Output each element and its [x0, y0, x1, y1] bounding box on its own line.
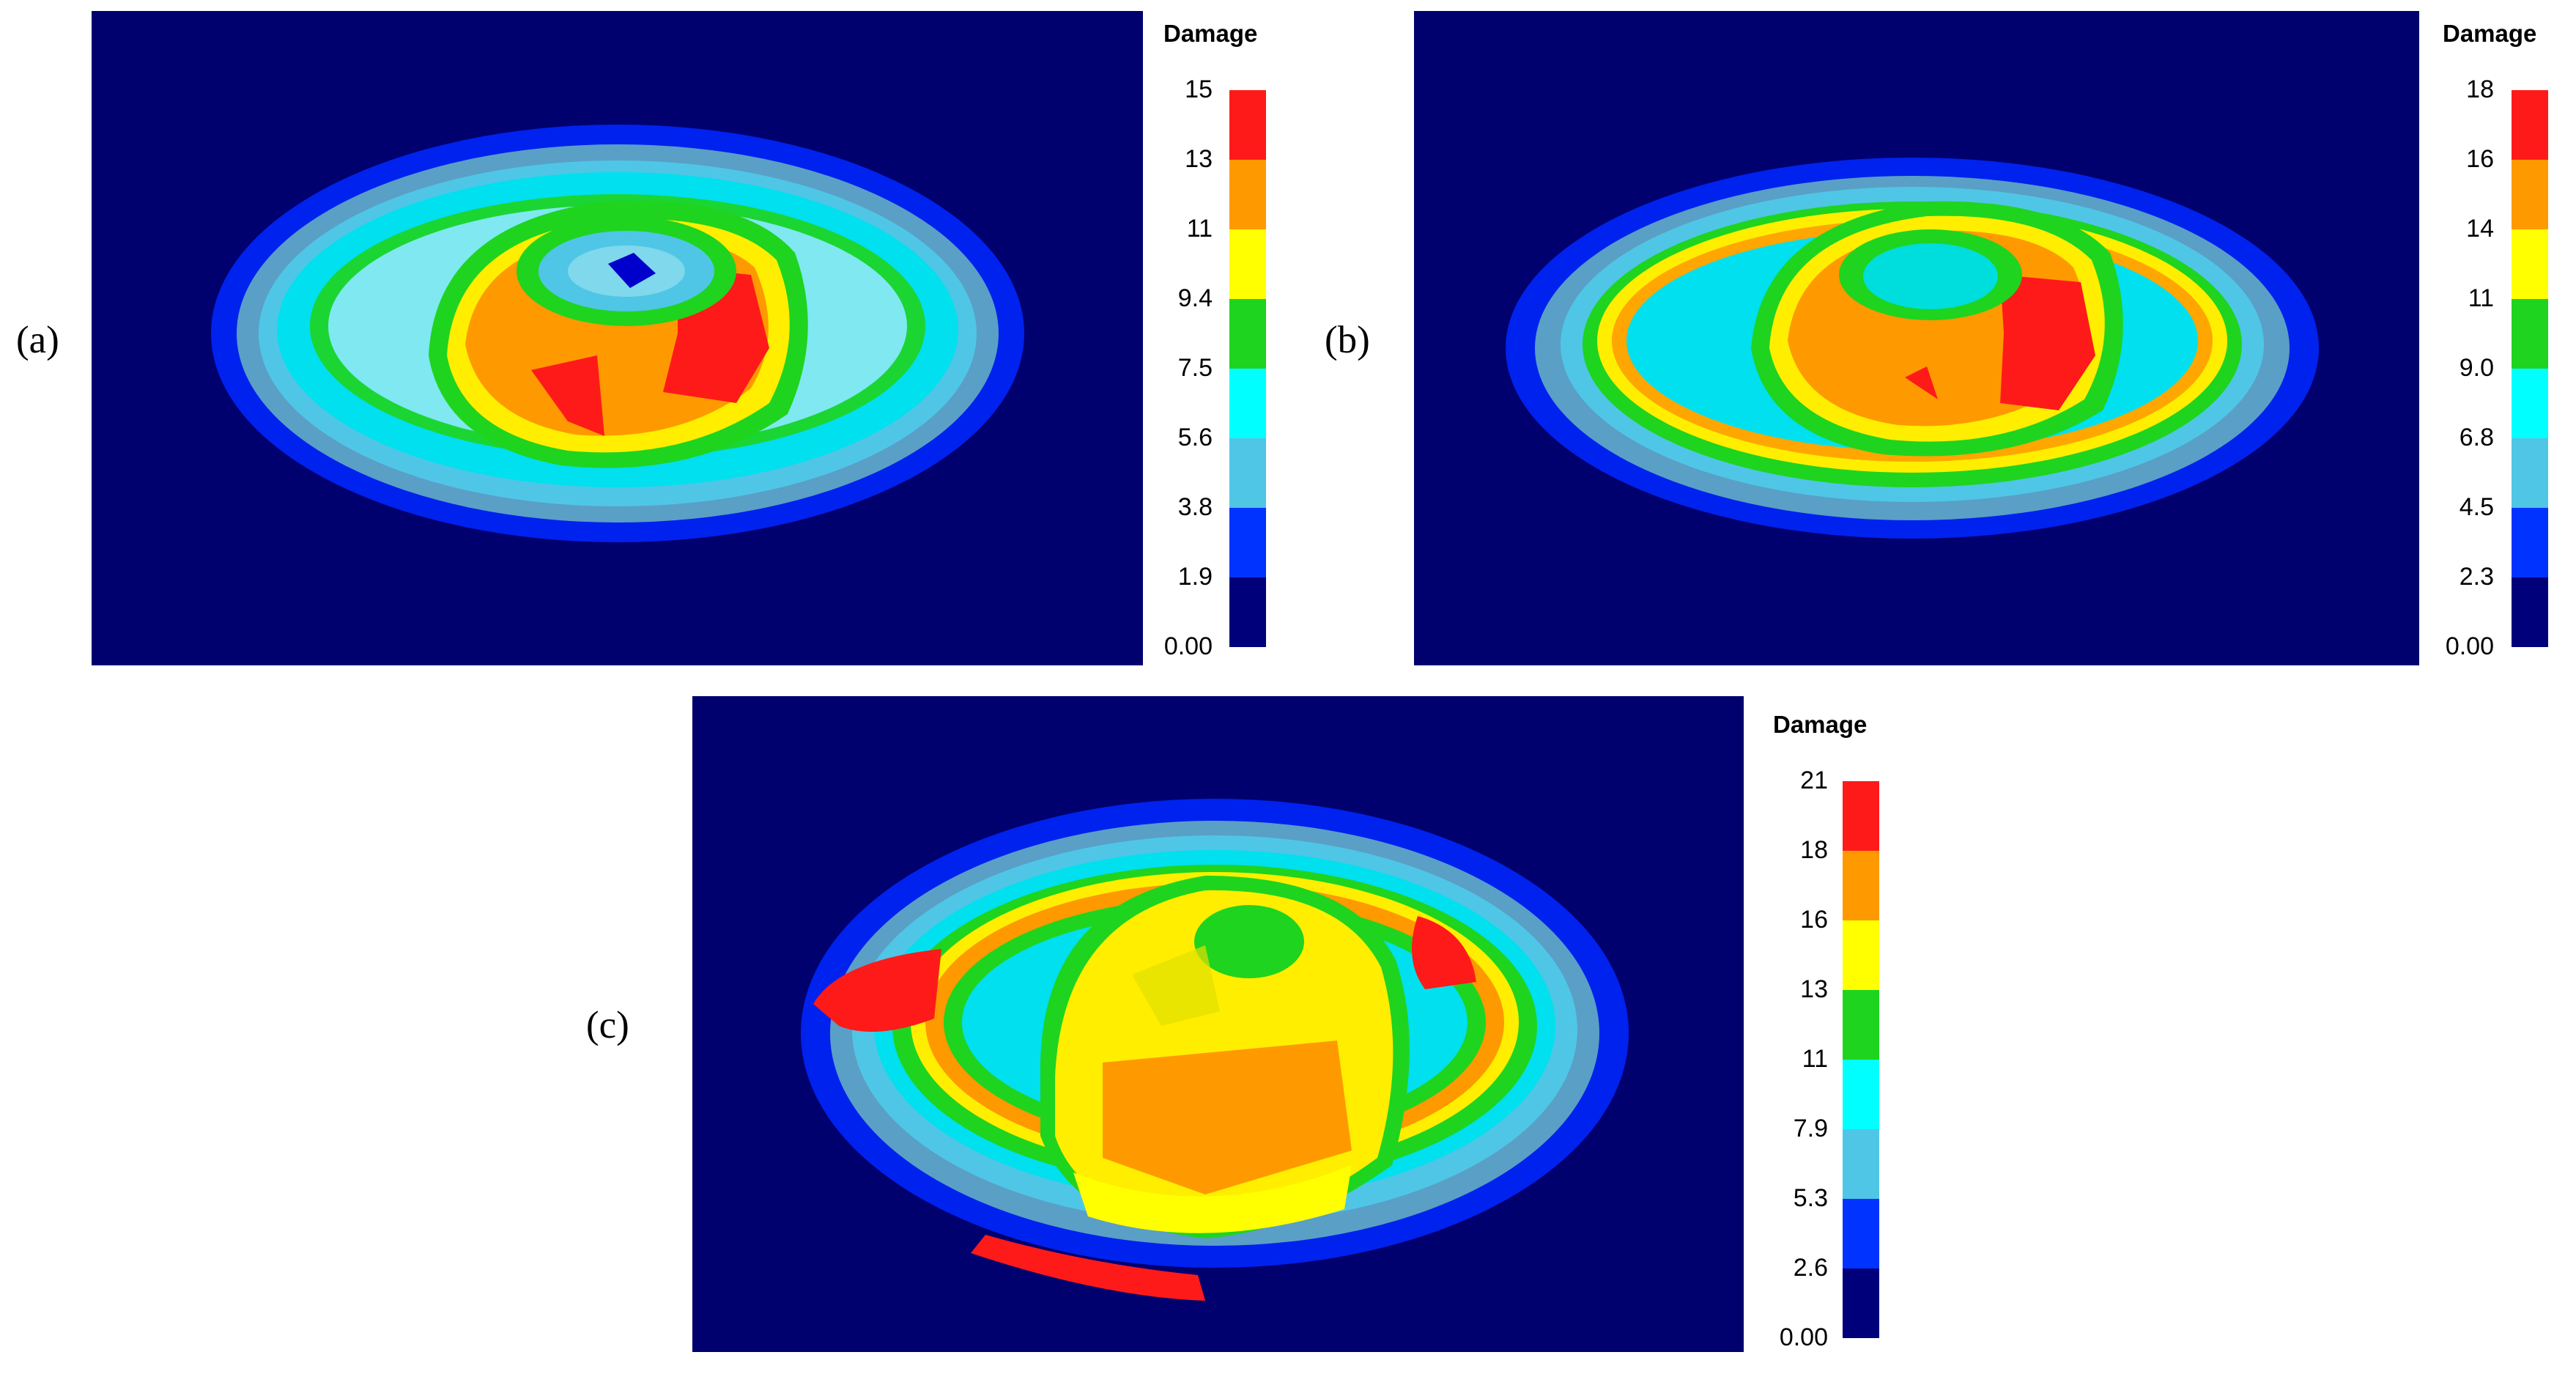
panel-c-colorbar-tick: 11 [1802, 1045, 1828, 1073]
panel-b-colorbar-seg-7 [2512, 508, 2548, 577]
panel-a-contour-plot [92, 11, 1143, 665]
panel-a-colorbar-tick: 5.6 [1177, 424, 1213, 451]
panel-c-colorbar-tick: 7.9 [1793, 1115, 1828, 1142]
panel-b-colorbar-title: Damage [2443, 20, 2537, 47]
panel-c-colorbar-tick: 0.00 [1779, 1323, 1828, 1351]
panel-c-colorbar-tick: 16 [1800, 906, 1828, 934]
panel-c-colorbar-seg-7 [1843, 1199, 1879, 1268]
panel-c-colorbar-seg-4 [1843, 990, 1879, 1060]
panel-a-colorbar-tick: 7.5 [1177, 354, 1213, 382]
panel-c-colorbar-tick: 13 [1800, 975, 1828, 1003]
panel-c-colorbar-tick: 5.3 [1793, 1184, 1828, 1212]
panel-c-contour-svg [692, 696, 1744, 1352]
panel-b-colorbar-seg-4 [2512, 299, 2548, 369]
panel-a-colorbar-tick: 15 [1185, 75, 1213, 103]
panel-a-colorbar-seg-4 [1229, 299, 1266, 369]
panel-a-colorbar-seg-7 [1229, 508, 1266, 577]
panel-a-colorbar-tick: 13 [1185, 145, 1213, 173]
panel-a-label: (a) [16, 319, 59, 361]
panel-a-contour-svg [92, 11, 1143, 665]
panel-a-colorbar-seg-6 [1229, 438, 1266, 508]
panel-b-colorbar-tick: 11 [2468, 284, 2494, 312]
panel-a-colorbar-seg-2 [1229, 160, 1266, 229]
panel-b-contour-plot [1414, 11, 2419, 665]
panel-b-colorbar-tick: 0.00 [2445, 632, 2494, 660]
panel-c-colorbar-tick: 21 [1800, 767, 1828, 794]
panel-c-colorbar-tick: 18 [1800, 836, 1828, 864]
panel-c-colorbar-bar [1843, 781, 1879, 1338]
panel-a-colorbar: Damage 15 13 11 9.4 7.5 5.6 3.8 1.9 0.00 [1143, 11, 1289, 665]
panel-a-colorbar-title: Damage [1163, 20, 1258, 47]
panel-a-colorbar-seg-1 [1229, 90, 1266, 160]
panel-b-label: (b) [1325, 319, 1370, 361]
panel-a-colorbar-tick: 11 [1186, 215, 1213, 243]
panel-c-colorbar: Damage 21 18 16 13 11 7.9 5.3 2.6 0.00 [1744, 696, 1890, 1352]
panel-a-colorbar-seg-3 [1229, 229, 1266, 299]
panel-a-colorbar-bar [1229, 90, 1266, 647]
panel-c-label: (c) [586, 1004, 629, 1046]
panel-a-colorbar-tick: 9.4 [1177, 284, 1213, 312]
panel-b-colorbar-tick: 6.8 [2459, 424, 2494, 451]
panel-b-colorbar-seg-5 [2512, 369, 2548, 438]
panel-c-colorbar-seg-5 [1843, 1060, 1879, 1129]
panel-c-colorbar-seg-2 [1843, 851, 1879, 920]
panel-b-colorbar-tick: 9.0 [2459, 354, 2494, 382]
panel-c-colorbar-tick: 2.6 [1793, 1254, 1828, 1282]
panel-b-colorbar-tick: 18 [2466, 75, 2494, 103]
panel-c-colorbar-seg-6 [1843, 1129, 1879, 1199]
panel-b-colorbar-seg-2 [2512, 160, 2548, 229]
panel-a-colorbar-seg-5 [1229, 369, 1266, 438]
panel-a-colorbar-tick: 3.8 [1177, 493, 1213, 521]
panel-b-colorbar-seg-3 [2512, 229, 2548, 299]
panel-b-colorbar-seg-8 [2512, 577, 2548, 647]
panel-a-colorbar-seg-8 [1229, 577, 1266, 647]
panel-b-colorbar-tick: 4.5 [2459, 493, 2494, 521]
panel-b-colorbar-seg-6 [2512, 438, 2548, 508]
panel-c-colorbar-title: Damage [1773, 711, 1868, 738]
panel-b-colorbar: Damage 18 16 14 11 9.0 6.8 4.5 2.3 0.00 [2419, 11, 2573, 665]
panel-b-colorbar-tick: 2.3 [2459, 563, 2494, 591]
panel-b-colorbar-tick: 14 [2466, 215, 2494, 243]
panel-a-colorbar-tick: 0.00 [1163, 632, 1213, 660]
panel-c-colorbar-seg-8 [1843, 1268, 1879, 1338]
panel-b-colorbar-tick: 16 [2466, 145, 2494, 173]
panel-b-contour-svg [1414, 11, 2419, 665]
panel-a-colorbar-tick: 1.9 [1177, 563, 1213, 591]
panel-c-contour-plot [692, 696, 1744, 1352]
panel-b-colorbar-bar [2512, 90, 2548, 647]
panel-b-colorbar-seg-1 [2512, 90, 2548, 160]
panel-c-colorbar-seg-3 [1843, 920, 1879, 990]
panel-c-colorbar-seg-1 [1843, 781, 1879, 851]
